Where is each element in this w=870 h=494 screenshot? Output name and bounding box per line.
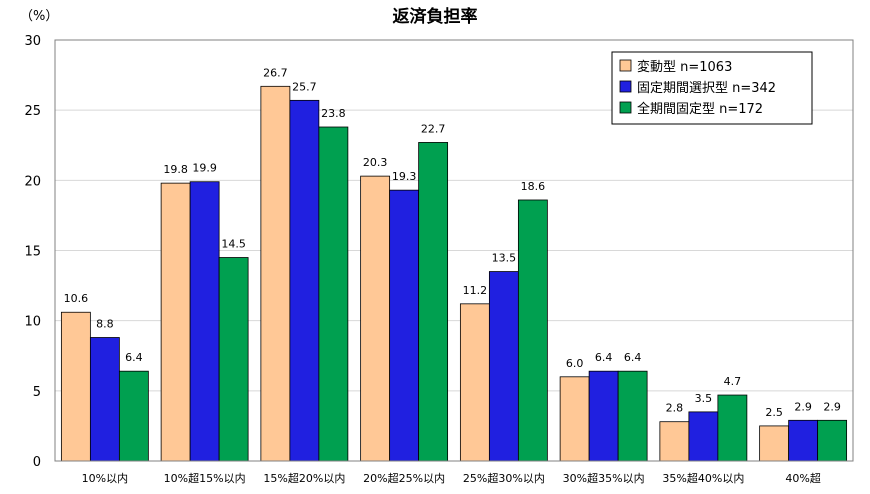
data-label: 20.3 (363, 156, 388, 169)
bar-series-1 (559, 376, 590, 462)
data-label: 2.9 (794, 400, 812, 413)
bar-series-2 (389, 189, 420, 462)
data-labels: 10.6 8.8 6.4 19.8 19.9 14.5 26.7 25.7 23.8 20.3 19… (64, 66, 841, 419)
bar-series-3 (118, 370, 149, 462)
bar-series-3 (617, 370, 648, 462)
bar-series-2 (488, 271, 519, 462)
data-label: 10.6 (64, 292, 89, 305)
legend-swatch (619, 101, 632, 114)
bar-series-1 (260, 85, 291, 462)
data-label: 23.8 (321, 107, 346, 120)
bar-series-3 (817, 419, 848, 462)
y-tick-label: 15 (24, 245, 41, 260)
data-label: 8.8 (96, 318, 114, 331)
data-label: 26.7 (263, 66, 288, 79)
y-tick-label: 25 (24, 104, 41, 119)
x-category-label: 10%超15%以内 (164, 471, 246, 485)
bar-series-2 (788, 419, 819, 462)
x-axis-categories: 10%以内 10%超15%以内 15%超20%以内 20%超25%以内 25%超30%以… (82, 471, 821, 485)
data-label: 25.7 (292, 80, 317, 93)
data-label: 18.6 (521, 180, 546, 193)
bar-series-3 (517, 199, 548, 462)
x-category-label: 30%超35%以内 (563, 471, 645, 485)
bar-series-2 (89, 337, 120, 462)
legend: 変動型 n=1063 固定期間選択型 n=342 全期間固定型 n=172 (611, 51, 813, 125)
bars (60, 85, 848, 462)
x-category-label: 40%超 (785, 471, 820, 485)
y-tick-label: 0 (33, 455, 41, 470)
data-label: 11.2 (463, 284, 488, 297)
y-axis-ticks: 0 5 10 15 20 25 30 (24, 34, 41, 470)
legend-box (611, 51, 813, 125)
data-label: 13.5 (492, 252, 517, 265)
legend-swatch (619, 80, 632, 93)
data-label: 3.5 (695, 392, 713, 405)
y-tick-label: 30 (24, 34, 41, 49)
data-label: 4.7 (724, 375, 742, 388)
data-label: 19.3 (392, 170, 417, 183)
chart-title: 返済負担率 (393, 6, 478, 27)
y-unit-label: （%） (20, 9, 58, 24)
y-tick-label: 20 (24, 174, 41, 189)
bar-series-3 (418, 142, 449, 462)
x-category-label: 35%超40%以内 (662, 471, 744, 485)
bar-series-1 (60, 311, 91, 462)
data-label: 6.4 (125, 351, 143, 364)
x-category-label: 20%超25%以内 (363, 471, 445, 485)
bar-series-2 (189, 181, 220, 462)
data-label: 2.5 (765, 406, 783, 419)
bar-series-1 (360, 175, 391, 462)
bar-series-2 (588, 370, 619, 462)
data-label: 2.9 (823, 400, 841, 413)
bar-series-2 (289, 99, 320, 462)
legend-swatch (619, 59, 632, 72)
legend-label: 固定期間選択型 n=342 (637, 81, 776, 96)
legend-label: 全期間固定型 n=172 (637, 101, 763, 117)
data-label: 14.5 (221, 238, 246, 251)
bar-series-2 (688, 411, 719, 462)
bar-series-1 (459, 303, 490, 462)
bar-series-1 (659, 421, 690, 462)
legend-label: 変動型 n=1063 (637, 59, 732, 75)
data-label: 2.8 (666, 402, 684, 415)
data-label: 6.4 (595, 351, 613, 364)
bar-series-3 (318, 126, 349, 462)
data-label: 19.9 (192, 162, 217, 175)
x-category-label: 25%超30%以内 (463, 471, 545, 485)
bar-series-3 (717, 394, 748, 462)
data-label: 6.4 (624, 351, 642, 364)
x-category-label: 10%以内 (82, 471, 128, 485)
x-category-label: 15%超20%以内 (263, 471, 345, 485)
plot-area-frame (54, 39, 854, 462)
data-label: 22.7 (421, 122, 446, 135)
bar-series-1 (160, 182, 191, 462)
bar-series-3 (218, 257, 249, 462)
data-label: 19.8 (163, 163, 188, 176)
data-label: 6.0 (566, 357, 584, 370)
y-tick-label: 10 (24, 315, 41, 330)
y-tick-label: 5 (33, 385, 41, 400)
bar-series-1 (759, 425, 790, 462)
